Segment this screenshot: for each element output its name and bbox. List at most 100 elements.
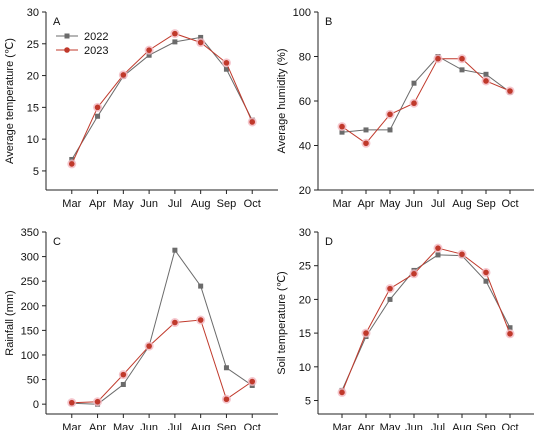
- x-tick-label: Sep: [217, 422, 237, 430]
- x-tick-label: Mar: [62, 198, 81, 210]
- data-point-2023: [249, 119, 256, 125]
- data-point-2023: [339, 123, 345, 130]
- y-tick-label: 15: [299, 328, 311, 340]
- y-tick-label: 20: [299, 185, 311, 197]
- y-axis-label: Average humidity (%): [276, 49, 288, 154]
- data-point-2023: [94, 104, 101, 111]
- data-point-2023: [197, 39, 204, 46]
- data-point-2023: [120, 371, 127, 378]
- x-tick-label: Oct: [501, 422, 518, 430]
- data-point-2022: [198, 283, 204, 289]
- data-point-2022: [435, 252, 441, 258]
- data-point-2022: [483, 71, 489, 77]
- data-point-2023: [483, 269, 489, 276]
- x-tick-label: May: [113, 422, 134, 430]
- y-tick-label: 100: [293, 7, 311, 19]
- chart-panel-b: 20 40 60 80 100 Mar Apr May Jun Jul Aug Sep Oct B Aver…: [276, 7, 534, 210]
- x-tick-label: Jun: [405, 198, 423, 210]
- y-tick-label: 200: [21, 301, 39, 313]
- data-point-2022: [95, 113, 101, 119]
- data-point-2022: [198, 34, 204, 40]
- series-line-2022: [341, 254, 511, 391]
- x-tick-label: Apr: [89, 422, 106, 430]
- data-point-2023: [172, 319, 178, 326]
- y-axis-label: Rainfall (mm): [4, 290, 16, 355]
- legend-marker-2023: [64, 47, 70, 53]
- data-point-2023: [223, 60, 230, 66]
- series-line-2023: [71, 33, 253, 165]
- x-tick-label: Mar: [333, 422, 352, 430]
- y-tick-label: 20: [27, 71, 39, 83]
- data-point-2023: [197, 317, 204, 323]
- data-point-2023: [249, 378, 256, 385]
- x-tick-label: Jul: [431, 198, 445, 210]
- y-axis-label: Average temperature (℃): [4, 38, 16, 164]
- data-point-2022: [223, 66, 229, 72]
- x-tick-label: Jul: [431, 422, 445, 430]
- data-point-2023: [94, 398, 101, 405]
- data-point-2023: [172, 30, 178, 37]
- x-tick-label: Aug: [452, 422, 472, 430]
- y-tick-label: 30: [299, 227, 311, 239]
- data-point-2023: [435, 245, 441, 251]
- data-point-2023: [339, 389, 345, 396]
- y-axis-label: Soil temperature (℃): [276, 271, 288, 374]
- series-line-2022: [71, 249, 253, 405]
- x-tick-label: May: [380, 198, 401, 210]
- data-point-2023: [459, 55, 465, 62]
- data-point-2023: [459, 251, 465, 258]
- y-tick-label: 10: [299, 362, 311, 374]
- x-tick-label: Oct: [244, 422, 261, 430]
- chart-panel-d: 5 10 15 20 25 30 Mar Apr May Jun Jul Aug Sep Oct D Soil…: [276, 227, 534, 430]
- x-tick-label: Jun: [140, 422, 158, 430]
- y-tick-label: 40: [299, 141, 311, 153]
- x-tick-label: Apr: [89, 198, 106, 210]
- data-point-2023: [387, 111, 393, 118]
- y-tick-label: 25: [27, 39, 39, 51]
- chart-panel-a: 5 10 15 20 25 30 Mar Apr May Jun Jul Aug Sep Oct A Aver…: [4, 7, 278, 210]
- x-tick-label: May: [380, 422, 401, 430]
- data-point-2022: [172, 39, 178, 45]
- x-tick-label: Jun: [140, 198, 158, 210]
- y-tick-label: 350: [21, 227, 39, 239]
- y-tick-label: 0: [33, 399, 39, 411]
- y-tick-label: 5: [305, 396, 311, 408]
- data-point-2023: [411, 270, 417, 277]
- x-tick-label: Jul: [168, 198, 182, 210]
- data-point-2022: [172, 247, 178, 253]
- data-point-2023: [68, 399, 75, 406]
- panel-label: A: [53, 16, 61, 28]
- data-point-2023: [146, 343, 152, 349]
- x-tick-label: Sep: [217, 198, 237, 210]
- data-point-2022: [411, 80, 417, 86]
- x-tick-label: Aug: [452, 198, 472, 210]
- data-point-2022: [223, 365, 229, 371]
- data-point-2023: [120, 72, 127, 78]
- x-tick-label: Jul: [168, 422, 182, 430]
- x-tick-label: Mar: [333, 198, 352, 210]
- data-point-2023: [507, 88, 513, 94]
- data-point-2023: [507, 330, 513, 337]
- data-point-2022: [459, 67, 465, 73]
- y-tick-label: 15: [27, 102, 39, 114]
- x-tick-label: Sep: [476, 198, 496, 210]
- data-point-2022: [387, 296, 393, 302]
- series-line-2022: [341, 55, 511, 133]
- legend-label-2023: 2023: [84, 45, 108, 57]
- y-tick-label: 25: [299, 261, 311, 273]
- x-tick-label: Sep: [476, 422, 496, 430]
- series-line-2023: [341, 247, 511, 393]
- x-tick-label: Jun: [405, 422, 423, 430]
- data-point-2022: [483, 278, 489, 284]
- x-tick-label: Mar: [62, 422, 81, 430]
- x-tick-label: Apr: [357, 198, 374, 210]
- y-tick-label: 5: [33, 166, 39, 178]
- x-tick-label: Oct: [244, 198, 261, 210]
- data-point-2022: [146, 52, 152, 58]
- legend-label-2022: 2022: [84, 31, 108, 43]
- y-tick-label: 10: [27, 134, 39, 146]
- data-point-2023: [363, 330, 369, 336]
- data-point-2023: [146, 47, 152, 53]
- panel-label: B: [325, 16, 332, 28]
- data-point-2023: [435, 55, 441, 62]
